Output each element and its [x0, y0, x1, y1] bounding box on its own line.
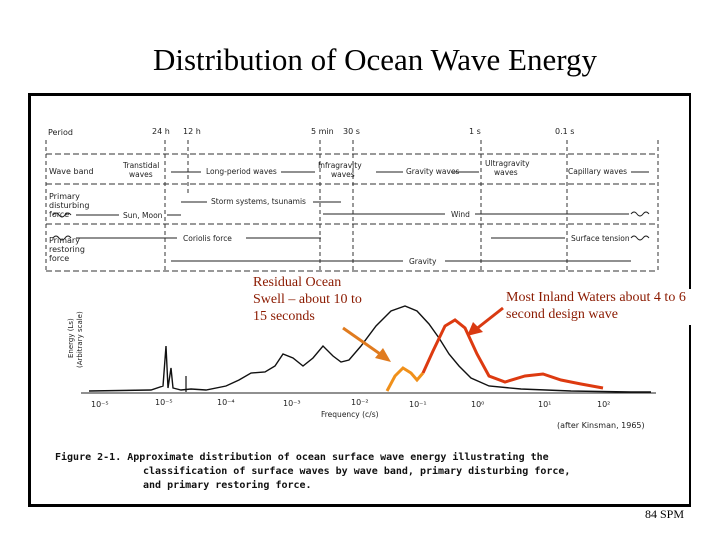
band-boundaries — [45, 140, 659, 272]
energy-curve — [88, 305, 651, 393]
red-inland-curve — [421, 318, 604, 390]
period-12h: 12 h — [183, 127, 201, 136]
x-tick-5: 10⁻¹ — [409, 400, 427, 409]
inland-waters-callout: Most Inland Waters about 4 to 6 second d… — [506, 289, 696, 325]
inland-arrow — [474, 306, 504, 332]
x-tick-8: 10² — [597, 400, 610, 409]
x-tick-6: 10⁰ — [471, 400, 484, 409]
slide-title: Distribution of Ocean Wave Energy — [152, 42, 598, 77]
force-sun-moon: Sun, Moon — [123, 211, 163, 220]
diagram-svg: Period 24 h 12 h 5 min 30 s 1 s 0.1 s Wa… — [45, 127, 659, 491]
force-coriolis: Coriolis force — [183, 234, 232, 243]
row-wave-band: Wave band — [49, 167, 94, 176]
period-1s: 1 s — [469, 127, 481, 136]
coriolis-squiggle — [52, 235, 72, 241]
wave-energy-figure: Period 24 h 12 h 5 min 30 s 1 s 0.1 s Wa… — [31, 96, 696, 504]
swell-arrowhead — [375, 348, 391, 362]
swell-callout: Residual Ocean Swell – about 10 to 15 se… — [253, 275, 362, 324]
band-gravity: Gravity waves — [406, 167, 460, 176]
force-gravity: Gravity — [409, 257, 437, 266]
row-primary-restoring-force: Primary restoring force — [49, 236, 87, 263]
y-axis-label: Energy (Ls) (Arbitrary scale) — [67, 311, 84, 368]
wind-squiggle — [630, 211, 650, 217]
band-transtidal: Transtidal waves — [122, 161, 162, 179]
row-separators — [46, 153, 658, 272]
x-axis-label: Frequency (c/s) — [321, 410, 379, 419]
inland-arrowhead — [467, 322, 483, 336]
force-storm: Storm systems, tsunamis — [211, 197, 306, 206]
x-tick-0: 10⁻⁵ — [91, 400, 109, 409]
band-infragravity: Infragravity waves — [318, 161, 364, 179]
sun-moon-squiggle — [52, 212, 72, 218]
band-long-period: Long-period waves — [206, 167, 277, 176]
period-0-1s: 0.1 s — [555, 127, 574, 136]
x-tick-3: 10⁻³ — [283, 399, 301, 408]
force-wind: Wind — [451, 210, 470, 219]
x-tick-7: 10¹ — [538, 400, 551, 409]
band-capillary: Capillary waves — [568, 167, 627, 176]
surface-tension-squiggle — [630, 235, 650, 241]
slide-footer: 84 SPM — [645, 507, 685, 521]
x-tick-4: 10⁻² — [351, 398, 369, 407]
period-24h: 24 h — [152, 127, 170, 136]
period-5min: 5 min — [311, 127, 334, 136]
figure-caption: Figure 2-1. Approximate distribution of … — [55, 451, 577, 491]
force-surface-tension: Surface tension — [571, 234, 630, 243]
period-label: Period — [48, 128, 73, 137]
orange-swell-curve — [385, 366, 425, 392]
source-credit: (after Kinsman, 1965) — [557, 421, 645, 430]
swell-arrow — [342, 326, 384, 358]
x-tick-2: 10⁻⁴ — [217, 398, 235, 407]
period-30s: 30 s — [343, 127, 360, 136]
band-ultragravity: Ultragravity waves — [485, 159, 532, 177]
x-tick-1: 10⁻⁵ — [155, 398, 173, 407]
